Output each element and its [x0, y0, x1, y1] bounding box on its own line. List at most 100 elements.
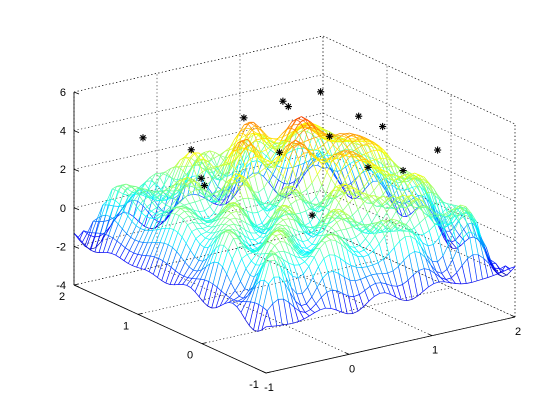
mesh-segment [246, 290, 253, 302]
mesh-segment [469, 216, 476, 226]
mesh-segment [257, 127, 264, 132]
mesh-segment [352, 219, 358, 226]
mesh-segment [222, 250, 229, 268]
mesh-segment [292, 321, 299, 324]
mesh-segment [174, 213, 180, 216]
mesh-segment [97, 215, 102, 219]
mesh-segment [380, 282, 386, 293]
mesh-segment [237, 246, 244, 248]
mesh-segment [391, 184, 398, 202]
mesh-segment [391, 203, 397, 212]
mesh-segment [374, 292, 380, 297]
mesh-segment [257, 208, 264, 213]
mesh-segment [293, 307, 299, 322]
mesh-segment [188, 215, 194, 223]
mesh-segment [262, 283, 269, 308]
mesh-segment [339, 183, 346, 188]
maximum-marker [139, 134, 147, 142]
mesh-segment [422, 242, 428, 256]
mesh-segment [336, 236, 342, 245]
mesh-segment [209, 232, 216, 240]
mesh-segment [297, 231, 303, 242]
mesh-segment [345, 228, 351, 240]
mesh-segment [378, 196, 384, 199]
mesh-segment [137, 242, 144, 255]
mesh-segment [399, 241, 405, 261]
mesh-segment [243, 184, 249, 199]
mesh-segment [333, 152, 338, 156]
mesh-segment [354, 187, 361, 192]
mesh-segment [265, 227, 270, 230]
mesh-segment [210, 159, 217, 168]
mesh-segment [391, 285, 398, 287]
mesh-segment [299, 222, 306, 226]
mesh-segment [280, 233, 286, 243]
mesh-segment [228, 232, 234, 239]
mesh-segment [367, 170, 374, 182]
mesh-segment [219, 231, 226, 246]
mesh-segment [392, 270, 398, 287]
mesh-segment [321, 225, 328, 236]
mesh-segment [321, 198, 328, 202]
mesh-segment [337, 139, 343, 142]
mesh-segment [270, 242, 275, 246]
mesh-segment [427, 245, 433, 262]
mesh-segment [305, 210, 311, 223]
mesh-segment [349, 280, 355, 297]
mesh-segment [355, 232, 362, 238]
mesh-segment [153, 193, 159, 198]
mesh-segment [347, 217, 353, 228]
mesh-segment [442, 255, 448, 270]
mesh-segment [287, 322, 294, 325]
x-tick-mark [428, 333, 433, 337]
mesh-segment [301, 293, 307, 305]
mesh-segment [358, 135, 364, 139]
y-tick-label: -1 [249, 379, 259, 391]
mesh-segment [353, 296, 359, 312]
mesh-segment [280, 204, 286, 209]
mesh-segment [331, 155, 338, 172]
mesh-segment [315, 241, 322, 249]
mesh-segment [234, 154, 241, 160]
mesh-segment [307, 162, 314, 168]
mesh-segment [244, 229, 251, 234]
mesh-segment [415, 239, 421, 253]
mesh-segment [156, 201, 163, 208]
mesh-segment [173, 167, 180, 181]
mesh-segment [108, 235, 113, 239]
mesh-segment [237, 140, 243, 144]
mesh-segment [342, 187, 347, 192]
mesh-segment [246, 246, 253, 250]
mesh-segment [291, 180, 298, 189]
mesh-segment [378, 183, 384, 195]
mesh-segment [176, 207, 181, 209]
mesh-segment [391, 184, 396, 189]
mesh-segment [101, 214, 106, 217]
mesh-segment [287, 182, 292, 189]
mesh-segment [433, 237, 440, 245]
mesh-segment [105, 199, 112, 216]
mesh-segment [332, 195, 339, 199]
mesh-segment [272, 138, 277, 141]
mesh-segment [245, 161, 252, 168]
mesh-segment [194, 185, 201, 193]
mesh-segment [293, 143, 300, 149]
mesh-segment [223, 191, 230, 205]
mesh-segment [256, 139, 262, 153]
mesh-segment [257, 242, 264, 249]
mesh-segment [344, 152, 349, 156]
mesh-segment [162, 187, 169, 193]
mesh-segment [325, 191, 332, 198]
mesh-segment [300, 303, 307, 307]
mesh-segment [393, 247, 399, 267]
mesh-segment [328, 139, 334, 145]
mesh-segment [270, 205, 277, 211]
mesh-segment [263, 168, 268, 177]
mesh-segment [360, 191, 367, 198]
mesh-segment [201, 188, 208, 192]
mesh-segment [292, 228, 299, 232]
mesh-segment [402, 194, 408, 197]
mesh-segment [290, 193, 296, 195]
z-tick-mark [73, 207, 80, 211]
mesh-segment [187, 193, 194, 196]
